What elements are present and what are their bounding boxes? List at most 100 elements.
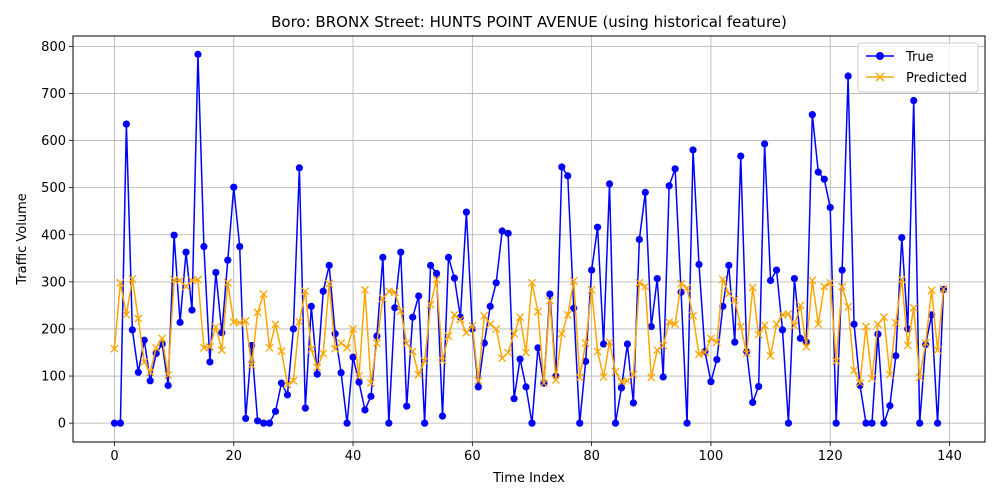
- data-point: [761, 140, 769, 148]
- data-point: [408, 347, 417, 356]
- data-point: [444, 253, 453, 261]
- data-point: [164, 371, 173, 380]
- data-point: [337, 339, 346, 348]
- data-point: [122, 120, 130, 128]
- data-point: [438, 412, 447, 420]
- data-point: [242, 414, 250, 423]
- data-point: [516, 355, 524, 363]
- data-point: [695, 260, 703, 269]
- data-point: [707, 378, 715, 386]
- data-point: [772, 320, 781, 329]
- data-point: [725, 261, 733, 269]
- data-point: [450, 274, 459, 282]
- data-point: [527, 278, 537, 287]
- data-point: [456, 315, 465, 324]
- data-point: [588, 266, 596, 274]
- data-point: [694, 350, 704, 359]
- data-point: [349, 353, 357, 361]
- data-point: [891, 318, 900, 327]
- data-point: [766, 276, 775, 285]
- data-point: [564, 172, 572, 180]
- data-point: [116, 278, 125, 287]
- data-point: [206, 358, 214, 366]
- data-point: [355, 378, 363, 386]
- data-point: [909, 303, 918, 312]
- data-point: [122, 310, 131, 319]
- data-point: [939, 284, 948, 293]
- data-point: [367, 392, 375, 400]
- data-point: [301, 287, 310, 296]
- data-point: [193, 275, 203, 284]
- legend-predicted-label: Predicted: [906, 71, 967, 86]
- data-point: [808, 111, 816, 119]
- x-tick-label: 120: [818, 449, 843, 464]
- data-point: [289, 376, 298, 385]
- data-point: [265, 343, 274, 352]
- data-point: [826, 203, 834, 212]
- x-tick-label: 40: [345, 449, 362, 464]
- data-point: [862, 419, 870, 427]
- data-point: [432, 275, 441, 284]
- data-point: [325, 261, 333, 269]
- data-point: [432, 269, 441, 277]
- data-point: [838, 266, 846, 274]
- y-tick-label: 100: [41, 370, 66, 385]
- data-point: [629, 370, 638, 379]
- data-point: [391, 304, 399, 312]
- data-point: [558, 163, 566, 171]
- y-tick-label: 300: [41, 275, 66, 290]
- data-point: [844, 302, 853, 311]
- data-point: [861, 322, 871, 331]
- data-point: [581, 339, 590, 348]
- plot-frame: [72, 35, 986, 443]
- data-point: [582, 357, 590, 366]
- data-point: [605, 180, 614, 188]
- x-tick-label: 80: [583, 449, 600, 464]
- data-point: [325, 279, 334, 288]
- y-tick-label: 600: [41, 134, 66, 149]
- data-point: [528, 419, 536, 427]
- data-point: [677, 279, 686, 288]
- data-point: [236, 242, 244, 251]
- data-point: [283, 380, 292, 389]
- data-point: [224, 256, 232, 264]
- data-point: [647, 373, 656, 382]
- data-point: [784, 419, 793, 427]
- data-point: [182, 248, 190, 256]
- data-point: [659, 341, 668, 350]
- data-point: [140, 336, 148, 344]
- chart-title: Boro: BRONX Street: HUNTS POINT AVENUE (…: [271, 13, 787, 31]
- data-point: [301, 404, 309, 412]
- legend-predicted-marker: [875, 72, 885, 82]
- y-tick-label: 0: [58, 417, 66, 432]
- data-point: [307, 345, 316, 354]
- data-point: [844, 72, 852, 80]
- data-point: [235, 318, 244, 327]
- data-point: [271, 407, 280, 415]
- data-point: [211, 323, 220, 332]
- data-point: [170, 231, 178, 239]
- data-point: [659, 373, 667, 381]
- data-point: [277, 379, 286, 387]
- data-point: [796, 334, 804, 342]
- data-point: [736, 322, 745, 331]
- y-tick-label: 400: [41, 228, 66, 243]
- x-axis-label: Time Index: [492, 471, 565, 486]
- data-point: [313, 370, 321, 378]
- data-point: [515, 313, 525, 322]
- data-point: [748, 283, 757, 292]
- data-point: [444, 331, 453, 341]
- data-point: [385, 419, 393, 427]
- data-point: [880, 419, 888, 427]
- data-point: [254, 417, 262, 425]
- data-point: [181, 282, 191, 291]
- data-point: [319, 349, 328, 358]
- data-point: [850, 320, 858, 328]
- data-point: [176, 276, 185, 285]
- data-point: [146, 377, 154, 385]
- data-point: [688, 311, 698, 320]
- data-point: [605, 338, 614, 347]
- data-point: [426, 261, 435, 269]
- data-point: [259, 419, 268, 427]
- data-point: [313, 363, 322, 372]
